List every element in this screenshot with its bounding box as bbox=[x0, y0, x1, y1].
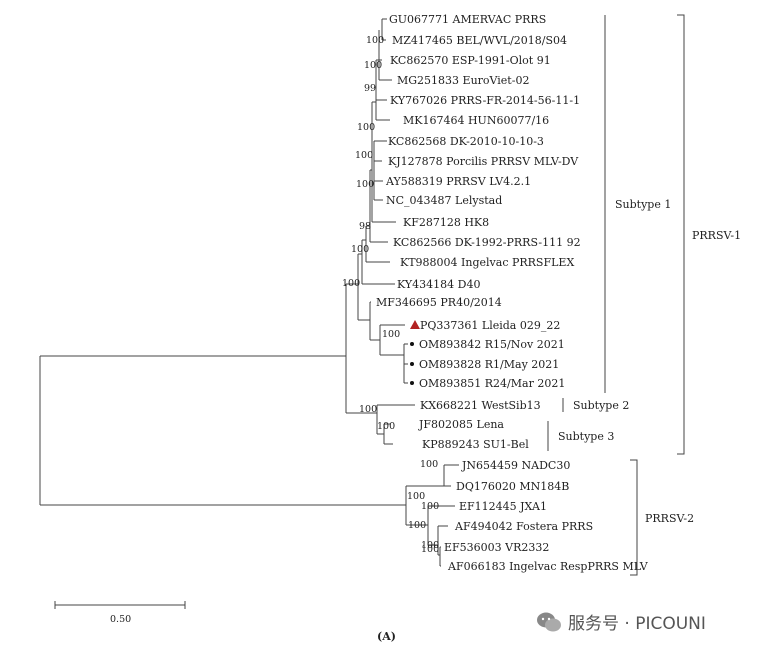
taxon-label: KJ127878 Porcilis PRRSV MLV-DV bbox=[388, 155, 579, 168]
taxon-label: MG251833 EuroViet-02 bbox=[397, 74, 529, 87]
bootstrap-value: 100 bbox=[342, 278, 360, 289]
taxon-label: MK167464 HUN60077/16 bbox=[403, 114, 549, 127]
taxon-label: KC862566 DK-1992-PRRS-111 92 bbox=[393, 236, 581, 249]
bootstrap-value: 100 bbox=[359, 404, 377, 415]
tree-branches bbox=[39, 18, 459, 567]
bootstrap-value: 100 bbox=[356, 179, 374, 190]
subtype3-label: Subtype 3 bbox=[558, 430, 614, 443]
taxon-label: EF536003 VR2332 bbox=[444, 541, 549, 554]
prrsv1-bracket bbox=[677, 14, 685, 455]
taxon-label: NC_043487 Lelystad bbox=[386, 194, 502, 207]
taxon-label: KC862568 DK-2010-10-10-3 bbox=[388, 135, 544, 148]
taxon-label: AY588319 PRRSV LV4.2.1 bbox=[385, 175, 531, 188]
taxon-label: KX668221 WestSib13 bbox=[420, 399, 541, 412]
group-brackets: Subtype 1 Subtype 2 Subtype 3 PRRSV-1 PR… bbox=[547, 14, 741, 576]
taxon-label: MZ417465 BEL/WVL/2018/S04 bbox=[392, 34, 567, 47]
watermark: 服务号 · PICOUNI bbox=[536, 609, 706, 634]
bootstrap-value: 100 bbox=[366, 35, 384, 46]
taxon-label: PQ337361 Lleida 029_22 bbox=[420, 319, 560, 332]
bootstrap-value: 100 bbox=[382, 329, 400, 340]
taxon-label: KP889243 SU1-Bel bbox=[422, 438, 529, 451]
taxon-label: AF494042 Fostera PRRS bbox=[454, 520, 593, 533]
bootstrap-value: 100 bbox=[377, 421, 395, 432]
wechat-icon bbox=[537, 612, 561, 631]
prrsv2-label: PRRSV-2 bbox=[645, 512, 694, 525]
bootstrap-value: 100 bbox=[421, 544, 439, 555]
taxon-label: KF287128 HK8 bbox=[403, 216, 489, 229]
taxon-label: OM893842 R15/Nov 2021 bbox=[419, 338, 565, 351]
bootstrap-value: 99 bbox=[364, 83, 376, 94]
taxon-label: JF802085 Lena bbox=[418, 418, 504, 431]
taxa-labels: GU067771 AMERVAC PRRS MZ417465 BEL/WVL/20… bbox=[376, 13, 649, 573]
prrsv1-label: PRRSV-1 bbox=[692, 229, 741, 242]
taxon-label: OM893828 R1/May 2021 bbox=[419, 358, 559, 371]
sample-dot-icon bbox=[410, 362, 414, 366]
taxon-label: KC862570 ESP-1991-Olot 91 bbox=[390, 54, 551, 67]
taxon-label: JN654459 NADC30 bbox=[461, 459, 570, 472]
bootstrap-value: 100 bbox=[357, 122, 375, 133]
highlight-triangle-icon bbox=[410, 320, 420, 329]
taxon-label: AF066183 Ingelvac RespPRRS MLV bbox=[447, 560, 649, 573]
taxon-label: KY767026 PRRS-FR-2014-56-11-1 bbox=[390, 94, 580, 107]
bootstrap-value: 100 bbox=[364, 60, 382, 71]
scale-label: 0.50 bbox=[110, 614, 131, 625]
sample-dot-icon bbox=[410, 342, 414, 346]
subtype1-label: Subtype 1 bbox=[615, 198, 671, 211]
bootstrap-value: 100 bbox=[407, 491, 425, 502]
sample-dot-icon bbox=[410, 381, 414, 385]
taxon-label: DQ176020 MN184B bbox=[456, 480, 569, 493]
taxon-label: OM893851 R24/Mar 2021 bbox=[419, 377, 565, 390]
bootstrap-value: 100 bbox=[351, 244, 369, 255]
taxon-label: KY434184 D40 bbox=[397, 278, 481, 291]
scale-bar: 0.50 bbox=[54, 601, 186, 625]
taxon-label: MF346695 PR40/2014 bbox=[376, 296, 502, 309]
bootstrap-value: 98 bbox=[359, 221, 371, 232]
subtype2-label: Subtype 2 bbox=[573, 399, 629, 412]
prrsv2-bracket bbox=[630, 459, 638, 576]
bootstrap-value: 100 bbox=[421, 501, 439, 512]
taxon-label: EF112445 JXA1 bbox=[459, 500, 547, 513]
bootstrap-value: 100 bbox=[355, 150, 373, 161]
bootstrap-value: 100 bbox=[420, 459, 438, 470]
bootstrap-value: 100 bbox=[408, 520, 426, 531]
taxon-label: GU067771 AMERVAC PRRS bbox=[389, 13, 546, 26]
bootstrap-value: 100 bbox=[421, 540, 439, 551]
panel-label: (A) bbox=[377, 630, 396, 643]
taxon-label: KT988004 Ingelvac PRRSFLEX bbox=[400, 256, 574, 269]
bootstrap-values: 1001009910010010098100100100100100100100… bbox=[342, 35, 439, 555]
watermark-text: 服务号 · PICOUNI bbox=[568, 614, 706, 634]
